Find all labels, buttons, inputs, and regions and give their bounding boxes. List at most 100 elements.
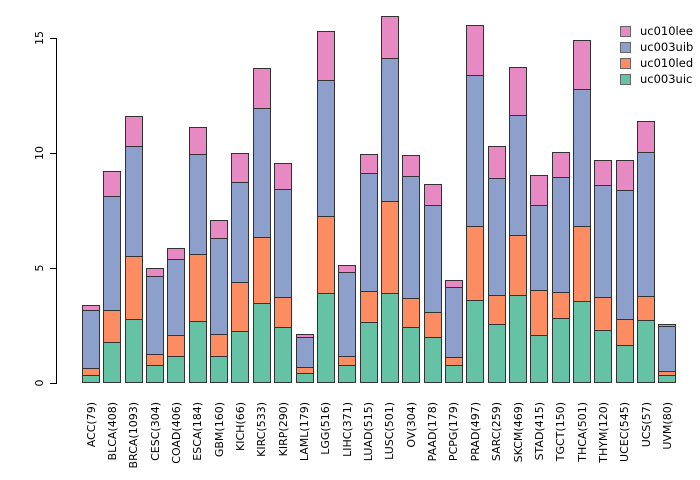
bar-segment-uc010led [252,238,271,304]
y-axis-tick-label: 0 [33,379,46,387]
bar-segment-uc003uic [402,327,421,383]
x-axis-label: UCS(57) [639,402,653,448]
bar-segment-uc003uib [615,190,634,320]
legend-row-uc010led: uc010led [620,55,693,71]
bar-uvm [658,324,677,383]
bar-segment-uc010lee [444,279,463,288]
bar-segment-uc003uic [103,342,122,383]
bar-segment-uc010led [231,282,250,333]
bar-kirc [252,67,271,383]
bar-segment-uc003uic [380,294,399,383]
bar-prad [466,25,485,383]
bar-segment-uc010lee [509,66,527,117]
x-axis-label: ESCA(184) [191,402,205,461]
x-axis-label: PCPG(179) [447,402,461,462]
bar-segment-uc003uic [530,335,549,383]
bar-segment-uc010lee [615,159,634,191]
x-axis-label: SKCM(469) [511,402,525,463]
bar-laml [295,333,314,383]
bar-segment-uc003uib [210,239,229,335]
bar-segment-uc003uic [637,320,656,383]
x-axis-label: KIRC(533) [255,402,269,457]
x-axis-label: PAAD(178) [426,402,440,462]
x-axis-label: TGCT(150) [554,402,568,462]
bar-segment-uc010lee [637,120,656,153]
bar-segment-uc010led [423,312,442,339]
bar-segment-uc003uib [402,177,421,300]
y-axis-tick [50,383,56,384]
bar-segment-uc010lee [274,163,293,190]
bar-segment-uc010led [637,296,656,321]
bar-segment-uc003uib [188,155,207,256]
legend-swatch-uc003uib [620,41,631,53]
legend-label-uc003uic: uc003uic [640,72,693,86]
bar-segment-uc010lee [487,146,506,180]
bar-brca [124,116,143,383]
bar-segment-uc010lee [188,126,207,156]
bar-segment-uc010lee [210,219,229,240]
bar-segment-uc003uic [509,295,527,383]
bar-segment-uc003uib [103,196,122,311]
bar-lihc [338,264,357,383]
bar-segment-uc003uic [252,303,271,383]
bar-segment-uc003uib [573,89,592,227]
bar-segment-uc010led [658,371,677,377]
bar-segment-uc003uic [231,332,250,383]
bar-segment-uc003uib [146,277,165,356]
legend-label-uc010led: uc010led [640,56,694,70]
bar-segment-uc010led [380,202,399,295]
bar-segment-uc010led [466,226,485,302]
bar-segment-uc010lee [551,151,570,179]
bar-tgct [551,151,570,383]
bar-segment-uc010led [530,291,549,336]
bar-segment-uc003uic [359,323,378,383]
bar-segment-uc010led [274,297,293,328]
x-axis-label: BLCA(408) [105,402,119,461]
bar-segment-uc003uic [444,365,463,383]
bar-segment-uc010lee [423,184,442,206]
x-axis-label: STAD(415) [532,402,546,461]
x-axis-label: ACC(79) [84,402,98,448]
bar-segment-uc003uic [615,346,634,383]
bar-segment-uc003uic [487,325,506,383]
x-axis-label: LIHC(371) [340,402,354,457]
bar-segment-uc010lee [295,333,314,339]
bar-segment-uc003uic [210,356,229,383]
bar-gbm [210,219,229,383]
bar-segment-uc010led [338,356,357,366]
bar-esca [188,126,207,383]
bar-kirp [274,163,293,383]
bar-segment-uc010lee [658,324,677,327]
bar-segment-uc010lee [146,268,165,278]
bar-segment-uc003uic [82,376,100,383]
bar-segment-uc010lee [252,67,271,110]
legend-row-uc010lee: uc010lee [620,23,693,39]
bar-luad [359,154,378,383]
bar-thca [573,40,592,383]
x-axis-label: CESC(304) [148,402,162,461]
bar-segment-uc003uic [551,318,570,383]
bar-segment-uc010lee [231,153,250,183]
bar-segment-uc003uib [167,259,186,336]
y-axis-tick-label: 10 [33,146,46,160]
bar-segment-uc010lee [466,25,485,76]
bar-segment-uc010lee [316,31,335,81]
bar-segment-uc010led [188,255,207,323]
bar-ov [402,155,421,383]
bar-segment-uc010led [167,335,186,357]
bar-segment-uc003uic [274,327,293,383]
bar-segment-uc010led [444,357,463,366]
bar-blca [103,171,122,383]
bar-segment-uc010lee [103,171,122,197]
x-axis-label: COAD(406) [169,402,183,464]
legend-swatch-uc003uic [620,73,631,85]
y-axis-tick-label: 15 [33,31,46,45]
bar-segment-uc010lee [380,16,399,59]
legend-row-uc003uic: uc003uic [620,71,693,87]
bar-segment-uc003uib [380,58,399,203]
y-axis-line [56,38,57,384]
bar-segment-uc003uic [338,365,357,383]
bar-segment-uc010led [573,226,592,303]
bar-sarc [487,146,506,383]
